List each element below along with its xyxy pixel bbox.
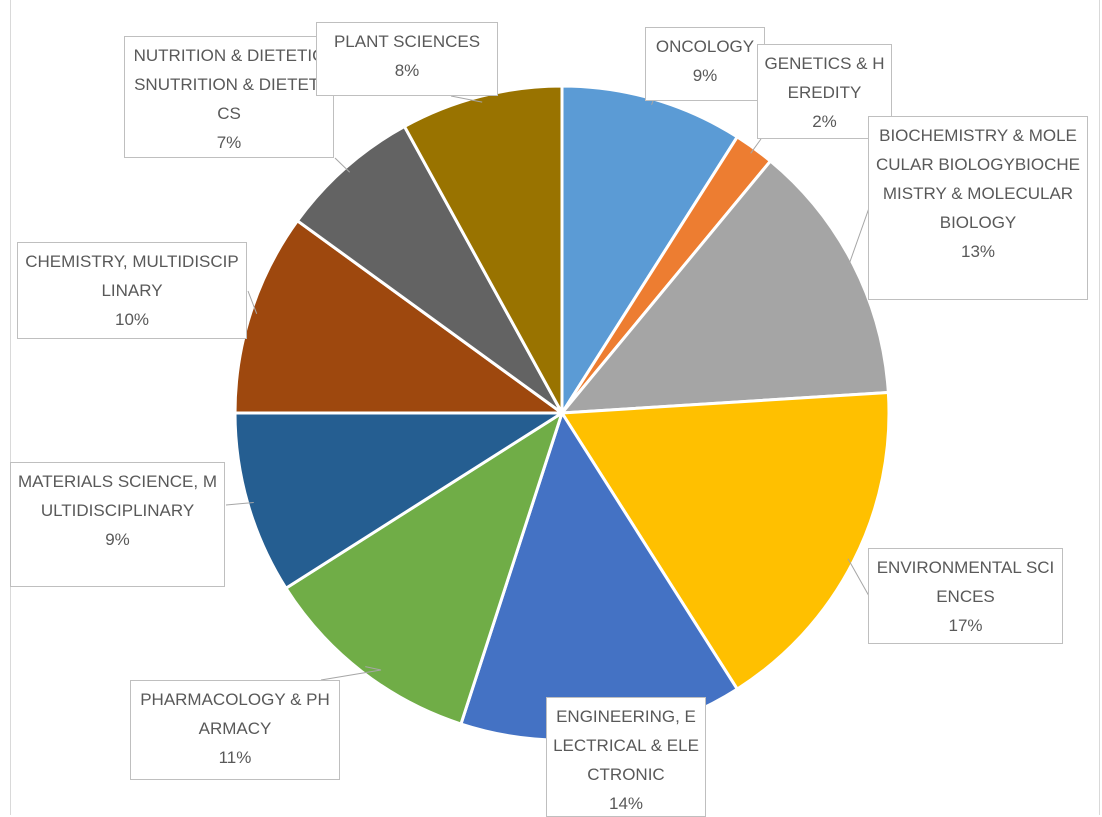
data-label-9: PLANT SCIENCES 8% — [316, 22, 498, 96]
data-label-2: BIOCHEMISTRY & MOLECULAR BIOLOGYBIOCHEMI… — [868, 116, 1088, 300]
data-label-percent: 10% — [114, 310, 150, 329]
data-label-percent: 17% — [948, 616, 983, 635]
leader-line-1 — [750, 138, 762, 154]
data-label-category: NUTRITION & DIETETICSNUTRITION & DIETETI… — [133, 46, 325, 123]
data-label-category: ONCOLOGY — [655, 37, 755, 56]
data-label-category: PHARMACOLOGY & PHARMACY — [140, 690, 330, 738]
leader-line-0 — [651, 100, 654, 105]
data-label-8: NUTRITION & DIETETICSNUTRITION & DIETETI… — [124, 36, 334, 158]
data-label-percent: 13% — [960, 242, 996, 261]
data-label-percent: 14% — [608, 794, 644, 813]
data-label-category: CHEMISTRY, MULTIDISCIPLINARY — [25, 252, 239, 300]
leader-line-2 — [847, 207, 870, 268]
pie-chart — [225, 84, 891, 742]
pie-slice-6 — [233, 411, 564, 590]
data-label-category: GENETICS & HEREDITY — [764, 54, 885, 102]
pie-slice-3 — [560, 390, 891, 691]
data-label-category: MATERIALS SCIENCE, MULTIDISCIPLINARY — [18, 472, 217, 520]
data-label-percent: 2% — [812, 112, 837, 131]
data-label-percent: 9% — [105, 530, 130, 549]
data-label-percent: 11% — [218, 748, 252, 767]
data-label-category: ENGINEERING, ELECTRICAL & ELECTRONIC — [553, 707, 699, 784]
pie-slice-2 — [560, 159, 890, 415]
pie-slice-7 — [233, 219, 564, 415]
data-label-6: MATERIALS SCIENCE, MULTIDISCIPLINARY 9% — [10, 462, 225, 587]
data-label-category: PLANT SCIENCES — [333, 32, 481, 51]
data-label-3: ENVIRONMENTAL SCIENCES 17% — [868, 548, 1063, 644]
leader-line-5 — [320, 666, 382, 681]
data-label-4: ENGINEERING, ELECTRICAL & ELECTRONIC 14% — [546, 697, 706, 817]
data-label-category: ENVIRONMENTAL SCIENCES — [876, 558, 1055, 606]
data-label-0: ONCOLOGY 9% — [645, 27, 765, 101]
leader-line-8 — [334, 157, 351, 173]
chart-area — [10, 0, 1100, 815]
data-label-percent: 7% — [216, 133, 242, 152]
pie-slice-5 — [284, 411, 564, 726]
data-label-percent: 9% — [692, 66, 718, 85]
leader-line-3 — [847, 558, 870, 597]
leader-line-7 — [247, 290, 258, 314]
leader-line-9 — [450, 95, 483, 103]
leader-line-6 — [225, 502, 254, 506]
data-label-5: PHARMACOLOGY & PHARMACY 11% — [130, 680, 340, 780]
data-label-7: CHEMISTRY, MULTIDISCIPLINARY 10% — [17, 242, 247, 339]
data-label-category: BIOCHEMISTRY & MOLECULAR BIOLOGYBIOCHEMI… — [875, 126, 1081, 232]
pie-slice-9 — [402, 84, 564, 415]
data-label-percent: 8% — [394, 61, 420, 80]
